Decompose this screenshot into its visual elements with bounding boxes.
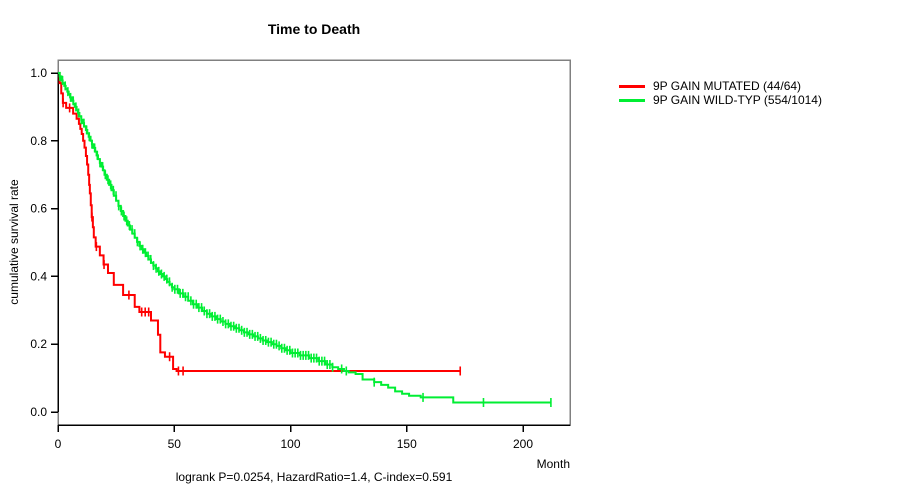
y-tick-label: 0.8: [30, 134, 47, 148]
legend-item: 9P GAIN WILD-TYP (554/1014): [619, 93, 822, 107]
legend-item: 9P GAIN MUTATED (44/64): [619, 79, 822, 93]
legend-color-swatch-green: [619, 98, 645, 102]
chart-title: Time to Death: [267, 21, 361, 37]
legend-label: 9P GAIN WILD-TYP (554/1014): [653, 93, 822, 107]
x-tick-label: 200: [513, 437, 533, 451]
x-tick-label: 50: [168, 437, 182, 451]
survival-curve-0: [58, 72, 461, 372]
survival-stats-annotation: logrank P=0.0254, HazardRatio=1.4, C-ind…: [175, 470, 453, 484]
survival-curve-1: [58, 72, 551, 404]
x-tick-label: 0: [55, 437, 62, 451]
y-tick-label: 0.6: [30, 202, 47, 216]
legend-color-swatch-red: [619, 84, 645, 88]
y-tick-label: 0.4: [30, 269, 47, 283]
x-tick-label: 150: [397, 437, 417, 451]
legend-label: 9P GAIN MUTATED (44/64): [653, 79, 802, 93]
y-tick-label: 0.0: [30, 405, 47, 419]
x-axis-label: Month: [536, 457, 570, 471]
y-axis-label: cumulative survival rate: [7, 179, 21, 305]
legend: 9P GAIN MUTATED (44/64) 9P GAIN WILD-TYP…: [619, 79, 822, 107]
y-tick-label: 1.0: [30, 66, 47, 80]
x-tick-label: 100: [280, 437, 300, 451]
y-tick-label: 0.2: [30, 337, 47, 351]
